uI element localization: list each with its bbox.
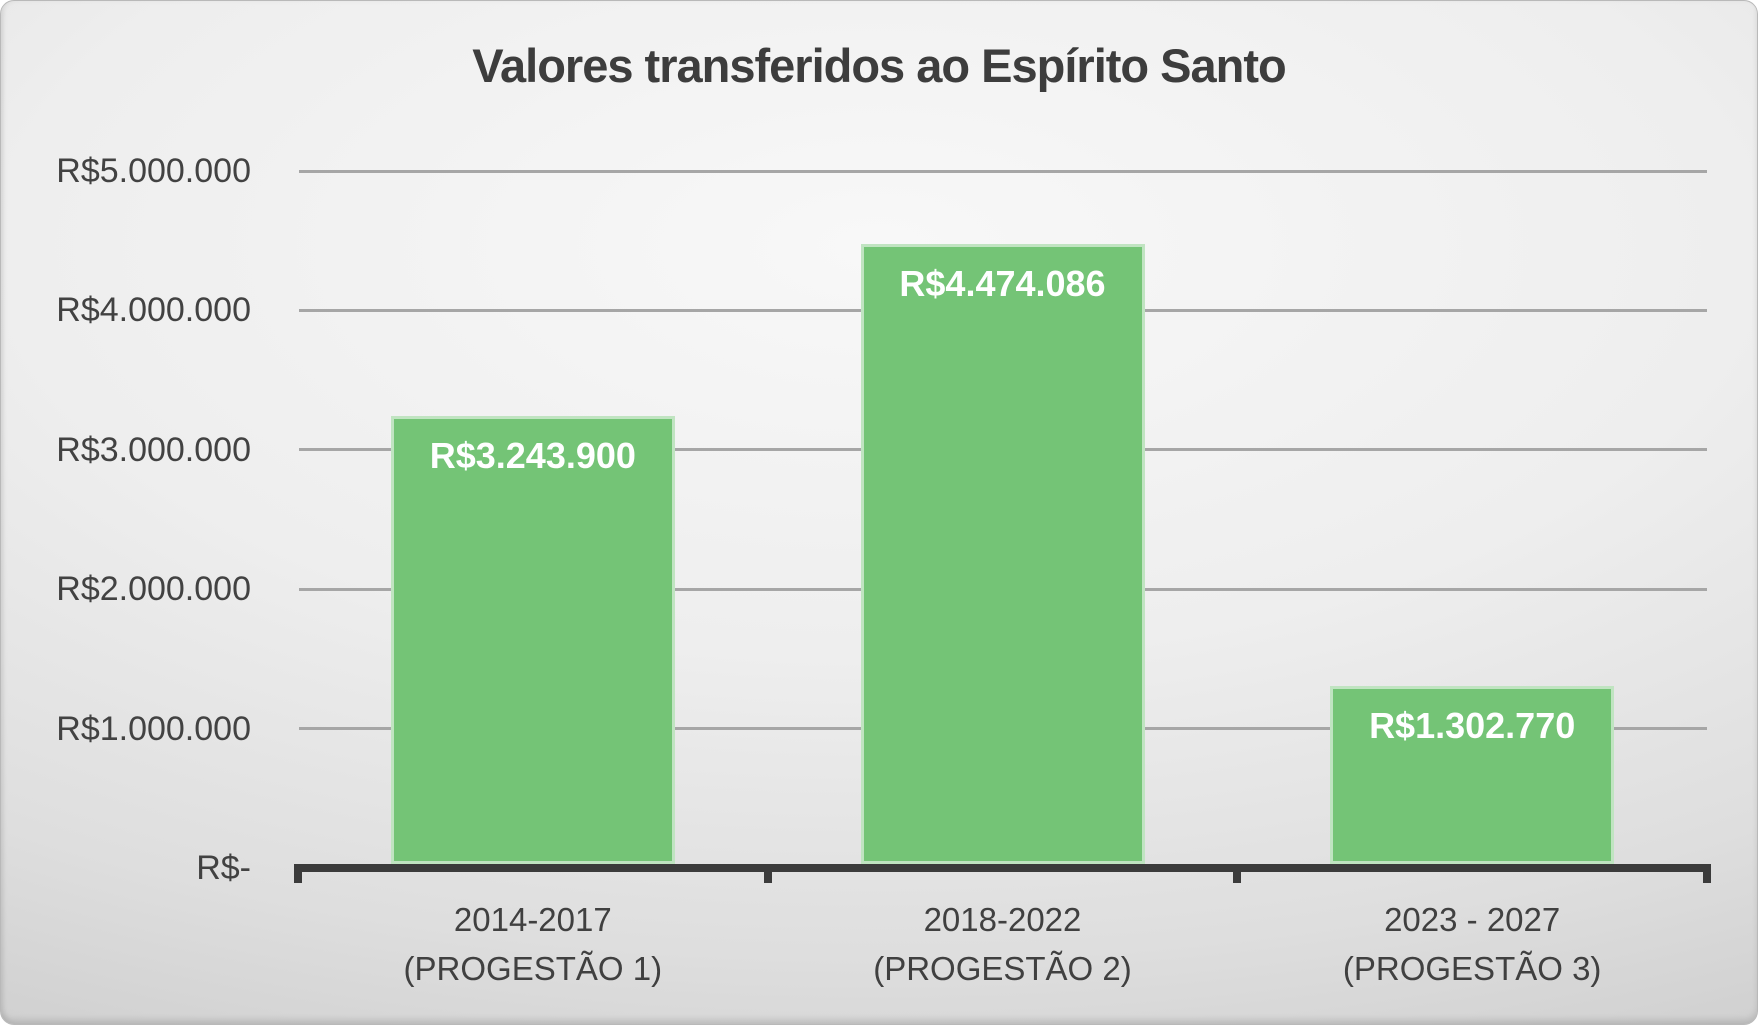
y-tick-label: R$4.000.000	[56, 291, 251, 330]
category-label-line: (PROGESTÃO 3)	[1342, 950, 1602, 987]
y-tick-label: R$3.000.000	[56, 430, 251, 469]
category-label-line: 2023 - 2027	[1384, 901, 1561, 938]
y-tick-label: R$5.000.000	[56, 152, 251, 190]
y-tick-label: R$2.000.000	[56, 570, 251, 609]
gridline	[299, 169, 1707, 173]
bar	[1330, 686, 1615, 864]
y-tick-label: R$-	[196, 849, 251, 887]
x-axis-line	[294, 864, 1711, 883]
axis-tick	[1703, 864, 1711, 883]
category-label: 2018-2022 (PROGESTÃO 2)	[768, 895, 1238, 993]
category-label: 2023 - 2027 (PROGESTÃO 3)	[1237, 895, 1707, 993]
category-label: 2014-2017 (PROGESTÃO 1)	[298, 895, 768, 993]
bar	[860, 244, 1145, 864]
category-label-line: (PROGESTÃO 2)	[873, 950, 1132, 987]
axis-tick	[763, 864, 772, 883]
bar-value-label: R$3.243.900	[429, 434, 636, 476]
bar-value-label: R$1.302.770	[1369, 705, 1576, 747]
category-label-line: 2018-2022	[923, 901, 1082, 938]
category-label-line: (PROGESTÃO 1)	[403, 950, 663, 987]
axis-tick	[294, 864, 302, 883]
chart-title: Valores transferidos ao Espírito Santo	[472, 39, 1286, 92]
category-label-line: 2014-2017	[453, 901, 612, 938]
y-tick-label: R$1.000.000	[56, 709, 251, 748]
bar	[390, 415, 675, 864]
axis-tick	[1233, 864, 1242, 883]
bar-value-label: R$4.474.086	[899, 263, 1106, 305]
